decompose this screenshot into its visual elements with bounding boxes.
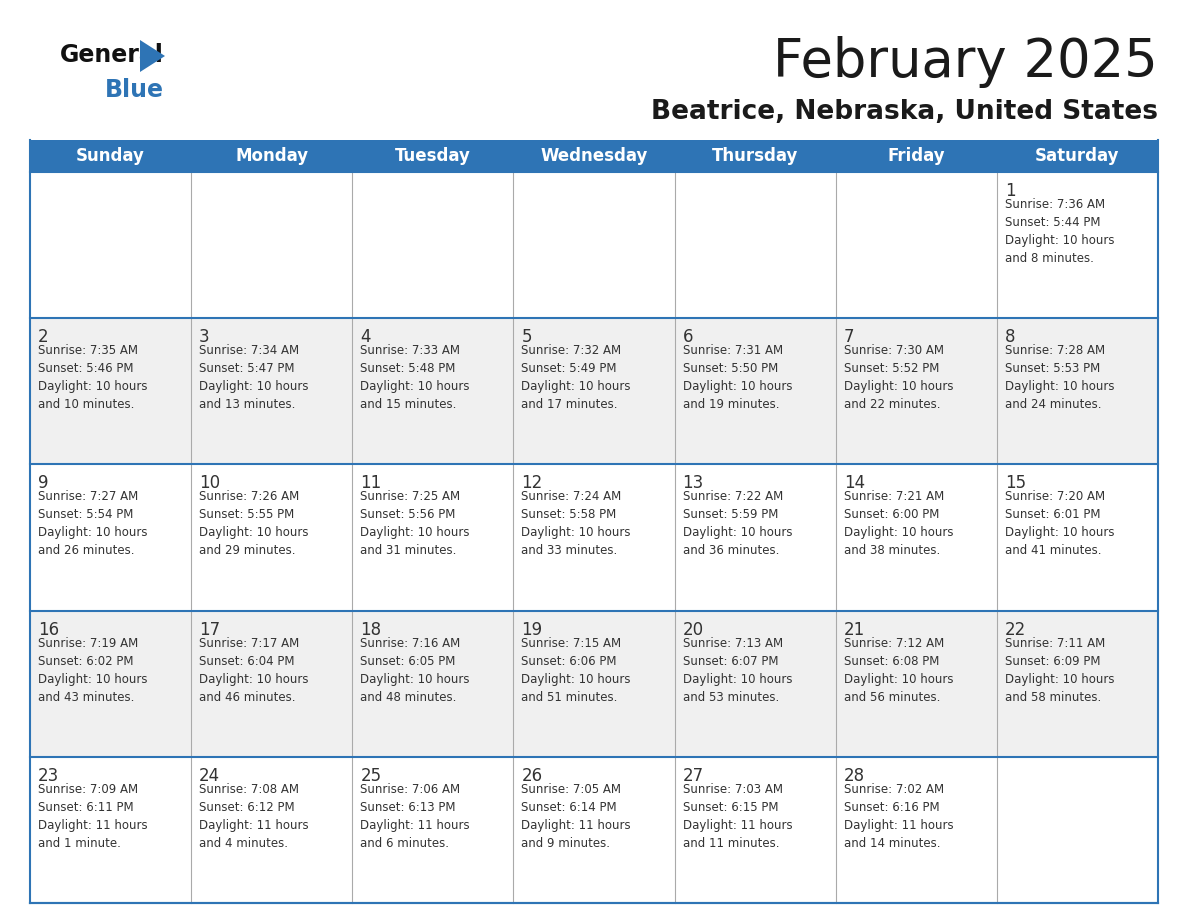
Text: Saturday: Saturday bbox=[1035, 147, 1119, 165]
Text: Sunrise: 7:26 AM
Sunset: 5:55 PM
Daylight: 10 hours
and 29 minutes.: Sunrise: 7:26 AM Sunset: 5:55 PM Dayligh… bbox=[200, 490, 309, 557]
Text: Sunrise: 7:11 AM
Sunset: 6:09 PM
Daylight: 10 hours
and 58 minutes.: Sunrise: 7:11 AM Sunset: 6:09 PM Dayligh… bbox=[1005, 636, 1114, 703]
Text: 19: 19 bbox=[522, 621, 543, 639]
Bar bbox=[30, 465, 1158, 610]
Bar bbox=[30, 319, 1158, 465]
Text: Sunrise: 7:30 AM
Sunset: 5:52 PM
Daylight: 10 hours
and 22 minutes.: Sunrise: 7:30 AM Sunset: 5:52 PM Dayligh… bbox=[843, 344, 953, 411]
Text: 6: 6 bbox=[683, 329, 693, 346]
Text: 17: 17 bbox=[200, 621, 220, 639]
Text: 8: 8 bbox=[1005, 329, 1016, 346]
Text: 2: 2 bbox=[38, 329, 49, 346]
Text: Sunrise: 7:09 AM
Sunset: 6:11 PM
Daylight: 11 hours
and 1 minute.: Sunrise: 7:09 AM Sunset: 6:11 PM Dayligh… bbox=[38, 783, 147, 850]
Text: 10: 10 bbox=[200, 475, 220, 492]
Text: Sunrise: 7:13 AM
Sunset: 6:07 PM
Daylight: 10 hours
and 53 minutes.: Sunrise: 7:13 AM Sunset: 6:07 PM Dayligh… bbox=[683, 636, 792, 703]
Text: Sunrise: 7:06 AM
Sunset: 6:13 PM
Daylight: 11 hours
and 6 minutes.: Sunrise: 7:06 AM Sunset: 6:13 PM Dayligh… bbox=[360, 783, 470, 850]
FancyBboxPatch shape bbox=[997, 140, 1158, 172]
Text: Sunday: Sunday bbox=[76, 147, 145, 165]
Text: Sunrise: 7:12 AM
Sunset: 6:08 PM
Daylight: 10 hours
and 56 minutes.: Sunrise: 7:12 AM Sunset: 6:08 PM Dayligh… bbox=[843, 636, 953, 703]
Text: General: General bbox=[61, 43, 164, 67]
Text: Sunrise: 7:02 AM
Sunset: 6:16 PM
Daylight: 11 hours
and 14 minutes.: Sunrise: 7:02 AM Sunset: 6:16 PM Dayligh… bbox=[843, 783, 953, 850]
Text: 15: 15 bbox=[1005, 475, 1026, 492]
Text: Sunrise: 7:35 AM
Sunset: 5:46 PM
Daylight: 10 hours
and 10 minutes.: Sunrise: 7:35 AM Sunset: 5:46 PM Dayligh… bbox=[38, 344, 147, 411]
Bar bbox=[30, 756, 1158, 903]
Text: February 2025: February 2025 bbox=[773, 36, 1158, 88]
Text: Sunrise: 7:22 AM
Sunset: 5:59 PM
Daylight: 10 hours
and 36 minutes.: Sunrise: 7:22 AM Sunset: 5:59 PM Dayligh… bbox=[683, 490, 792, 557]
Text: Sunrise: 7:34 AM
Sunset: 5:47 PM
Daylight: 10 hours
and 13 minutes.: Sunrise: 7:34 AM Sunset: 5:47 PM Dayligh… bbox=[200, 344, 309, 411]
FancyBboxPatch shape bbox=[191, 140, 353, 172]
Text: 25: 25 bbox=[360, 767, 381, 785]
Text: 7: 7 bbox=[843, 329, 854, 346]
FancyBboxPatch shape bbox=[835, 140, 997, 172]
Text: 28: 28 bbox=[843, 767, 865, 785]
Text: Sunrise: 7:20 AM
Sunset: 6:01 PM
Daylight: 10 hours
and 41 minutes.: Sunrise: 7:20 AM Sunset: 6:01 PM Dayligh… bbox=[1005, 490, 1114, 557]
Text: Sunrise: 7:36 AM
Sunset: 5:44 PM
Daylight: 10 hours
and 8 minutes.: Sunrise: 7:36 AM Sunset: 5:44 PM Dayligh… bbox=[1005, 198, 1114, 265]
FancyBboxPatch shape bbox=[513, 140, 675, 172]
Text: 3: 3 bbox=[200, 329, 210, 346]
Text: Sunrise: 7:25 AM
Sunset: 5:56 PM
Daylight: 10 hours
and 31 minutes.: Sunrise: 7:25 AM Sunset: 5:56 PM Dayligh… bbox=[360, 490, 469, 557]
Text: Sunrise: 7:16 AM
Sunset: 6:05 PM
Daylight: 10 hours
and 48 minutes.: Sunrise: 7:16 AM Sunset: 6:05 PM Dayligh… bbox=[360, 636, 469, 703]
Text: Sunrise: 7:24 AM
Sunset: 5:58 PM
Daylight: 10 hours
and 33 minutes.: Sunrise: 7:24 AM Sunset: 5:58 PM Dayligh… bbox=[522, 490, 631, 557]
Text: Sunrise: 7:17 AM
Sunset: 6:04 PM
Daylight: 10 hours
and 46 minutes.: Sunrise: 7:17 AM Sunset: 6:04 PM Dayligh… bbox=[200, 636, 309, 703]
FancyBboxPatch shape bbox=[353, 140, 513, 172]
Text: 24: 24 bbox=[200, 767, 220, 785]
Text: 27: 27 bbox=[683, 767, 703, 785]
Text: 14: 14 bbox=[843, 475, 865, 492]
Text: Sunrise: 7:31 AM
Sunset: 5:50 PM
Daylight: 10 hours
and 19 minutes.: Sunrise: 7:31 AM Sunset: 5:50 PM Dayligh… bbox=[683, 344, 792, 411]
Text: 18: 18 bbox=[360, 621, 381, 639]
Text: Sunrise: 7:19 AM
Sunset: 6:02 PM
Daylight: 10 hours
and 43 minutes.: Sunrise: 7:19 AM Sunset: 6:02 PM Dayligh… bbox=[38, 636, 147, 703]
Text: Monday: Monday bbox=[235, 147, 308, 165]
Text: Sunrise: 7:21 AM
Sunset: 6:00 PM
Daylight: 10 hours
and 38 minutes.: Sunrise: 7:21 AM Sunset: 6:00 PM Dayligh… bbox=[843, 490, 953, 557]
Text: 26: 26 bbox=[522, 767, 543, 785]
FancyBboxPatch shape bbox=[30, 140, 191, 172]
Text: Sunrise: 7:33 AM
Sunset: 5:48 PM
Daylight: 10 hours
and 15 minutes.: Sunrise: 7:33 AM Sunset: 5:48 PM Dayligh… bbox=[360, 344, 469, 411]
Bar bbox=[30, 172, 1158, 319]
Text: 21: 21 bbox=[843, 621, 865, 639]
Text: Sunrise: 7:15 AM
Sunset: 6:06 PM
Daylight: 10 hours
and 51 minutes.: Sunrise: 7:15 AM Sunset: 6:06 PM Dayligh… bbox=[522, 636, 631, 703]
Polygon shape bbox=[140, 40, 165, 72]
Text: 1: 1 bbox=[1005, 182, 1016, 200]
Text: 20: 20 bbox=[683, 621, 703, 639]
Text: 11: 11 bbox=[360, 475, 381, 492]
Bar bbox=[30, 610, 1158, 756]
Text: Tuesday: Tuesday bbox=[394, 147, 470, 165]
Text: Sunrise: 7:08 AM
Sunset: 6:12 PM
Daylight: 11 hours
and 4 minutes.: Sunrise: 7:08 AM Sunset: 6:12 PM Dayligh… bbox=[200, 783, 309, 850]
Text: 13: 13 bbox=[683, 475, 703, 492]
Text: 4: 4 bbox=[360, 329, 371, 346]
Text: Blue: Blue bbox=[105, 78, 164, 102]
Text: Sunrise: 7:32 AM
Sunset: 5:49 PM
Daylight: 10 hours
and 17 minutes.: Sunrise: 7:32 AM Sunset: 5:49 PM Dayligh… bbox=[522, 344, 631, 411]
Text: Thursday: Thursday bbox=[712, 147, 798, 165]
Text: Beatrice, Nebraska, United States: Beatrice, Nebraska, United States bbox=[651, 99, 1158, 125]
Text: Sunrise: 7:03 AM
Sunset: 6:15 PM
Daylight: 11 hours
and 11 minutes.: Sunrise: 7:03 AM Sunset: 6:15 PM Dayligh… bbox=[683, 783, 792, 850]
Text: 5: 5 bbox=[522, 329, 532, 346]
Text: Friday: Friday bbox=[887, 147, 946, 165]
Text: Wednesday: Wednesday bbox=[541, 147, 647, 165]
Text: Sunrise: 7:28 AM
Sunset: 5:53 PM
Daylight: 10 hours
and 24 minutes.: Sunrise: 7:28 AM Sunset: 5:53 PM Dayligh… bbox=[1005, 344, 1114, 411]
Text: 16: 16 bbox=[38, 621, 59, 639]
Text: Sunrise: 7:05 AM
Sunset: 6:14 PM
Daylight: 11 hours
and 9 minutes.: Sunrise: 7:05 AM Sunset: 6:14 PM Dayligh… bbox=[522, 783, 631, 850]
FancyBboxPatch shape bbox=[675, 140, 835, 172]
Text: 9: 9 bbox=[38, 475, 49, 492]
Text: Sunrise: 7:27 AM
Sunset: 5:54 PM
Daylight: 10 hours
and 26 minutes.: Sunrise: 7:27 AM Sunset: 5:54 PM Dayligh… bbox=[38, 490, 147, 557]
Text: 23: 23 bbox=[38, 767, 59, 785]
Text: 12: 12 bbox=[522, 475, 543, 492]
Text: 22: 22 bbox=[1005, 621, 1026, 639]
